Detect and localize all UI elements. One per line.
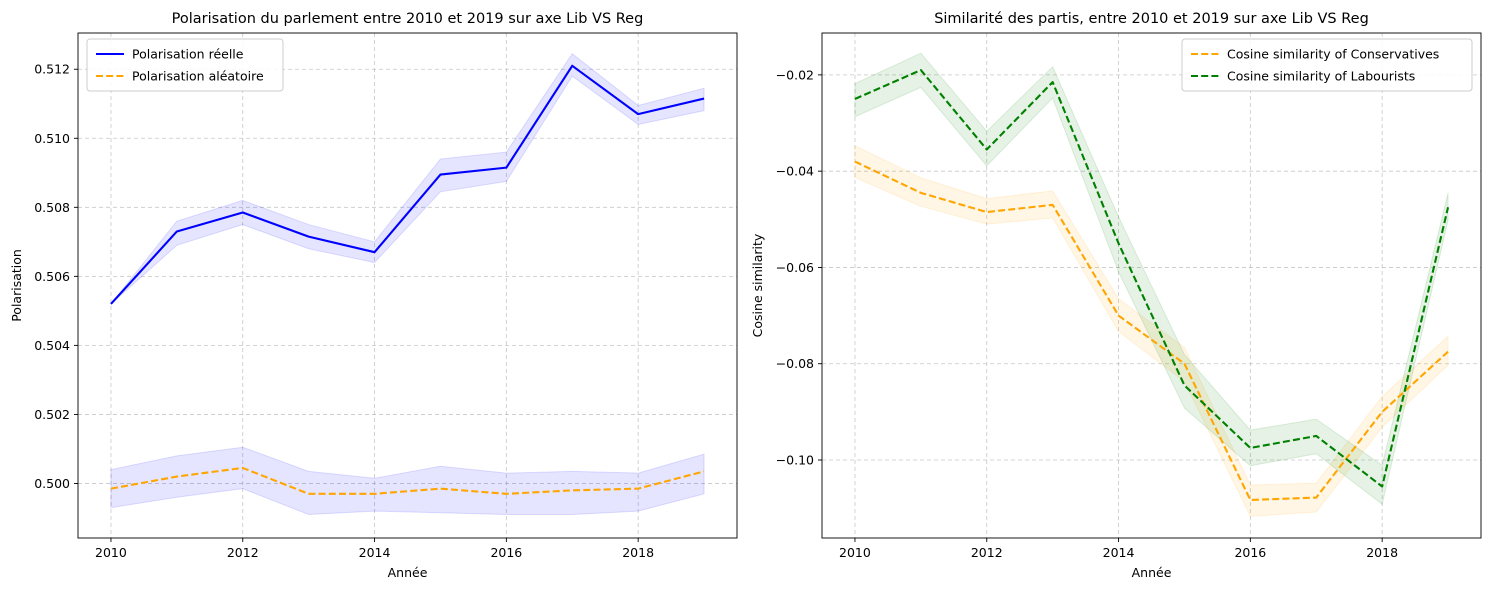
x-tick-label: 2010	[839, 545, 871, 560]
legend-box	[1181, 38, 1473, 92]
y-axis-label: Polarisation	[9, 249, 24, 322]
x-axis-label: Année	[388, 565, 428, 580]
grid	[822, 33, 1481, 538]
left-chart: 2010 2012 2014 2016 2018 0.500 0.502 0.504 0.506…	[9, 11, 738, 580]
y-tick-label: −0.06	[776, 260, 814, 275]
plot-area	[854, 52, 1450, 517]
y-axis-label: Cosine similarity	[750, 233, 765, 337]
y-tick-label: −0.10	[776, 453, 814, 468]
x-tick-label: 2014	[1103, 545, 1135, 560]
legend: Cosine similarity of Conservatives Cosine…	[1181, 38, 1473, 92]
legend-label-1: Polarisation aléatoire	[132, 69, 264, 84]
plot-area	[110, 52, 705, 516]
x-tick-label: 2012	[227, 545, 259, 560]
y-tick-label: 0.508	[34, 200, 70, 215]
y-tick-label: −0.04	[776, 164, 814, 179]
legend: Polarisation réelle Polarisation aléatoir…	[86, 38, 284, 92]
axes-frame	[821, 32, 1482, 539]
series-line-1	[110, 466, 705, 495]
legend-label-0: Polarisation réelle	[132, 47, 244, 62]
axes-frame	[77, 32, 738, 539]
y-tick-label: 0.502	[34, 407, 70, 422]
chart-title: Polarisation du parlement entre 2010 et …	[172, 11, 644, 27]
y-tick-label: 0.510	[34, 131, 70, 146]
x-tick-label: 2018	[622, 545, 654, 560]
y-tick-label: 0.504	[34, 338, 70, 353]
x-tick-label: 2010	[95, 545, 127, 560]
grid	[78, 33, 737, 538]
confidence-band-0	[854, 144, 1449, 517]
right-chart: 2010 2012 2014 2016 2018 −0.10 −0.08 −0.06 −0.04…	[750, 11, 1482, 580]
y-tick-label: −0.02	[776, 67, 814, 82]
chart-title: Similarité des partis, entre 2010 et 201…	[934, 11, 1369, 27]
x-axis-label: Année	[1132, 565, 1172, 580]
y-tick-label: 0.500	[34, 476, 70, 491]
y-tick-label: 0.512	[34, 62, 70, 77]
y-tick-label: 0.506	[34, 269, 70, 284]
y-tick-label: −0.08	[776, 356, 814, 371]
x-tick-label: 2016	[1234, 545, 1266, 560]
x-tick-label: 2016	[490, 545, 522, 560]
legend-label-0: Cosine similarity of Conservatives	[1227, 47, 1439, 62]
legend-box	[86, 38, 284, 92]
x-tick-label: 2018	[1366, 545, 1398, 560]
confidence-band-1	[110, 446, 705, 516]
legend-label-1: Cosine similarity of Labourists	[1227, 69, 1415, 84]
series-line-1	[854, 69, 1450, 488]
x-tick-label: 2012	[971, 545, 1003, 560]
series-line-0	[110, 64, 705, 305]
x-tick-label: 2014	[359, 545, 391, 560]
series-line-0	[854, 160, 1449, 502]
